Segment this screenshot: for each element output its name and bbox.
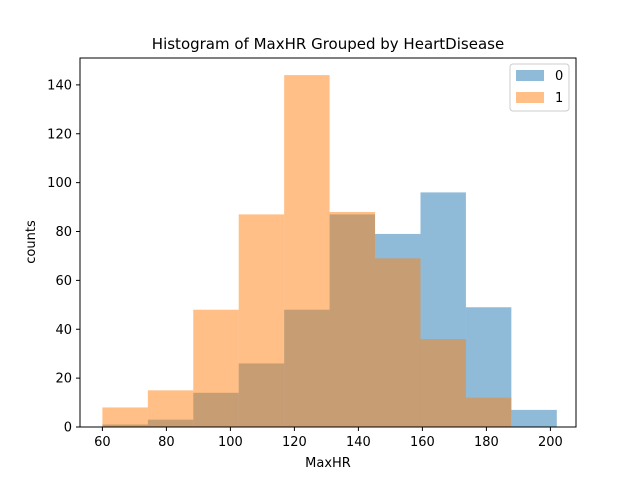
- legend-label-1: 1: [555, 91, 563, 106]
- y-tick-label: 40: [55, 323, 72, 338]
- legend-label-0: 0: [555, 69, 563, 84]
- bar-series-1-bin-4: [284, 75, 330, 427]
- legend-swatch-1: [516, 92, 544, 103]
- y-axis: 0 20 40 60 80 100 120 140: [47, 78, 80, 436]
- x-tick-label: 80: [158, 435, 175, 450]
- x-tick-label: 140: [346, 435, 371, 450]
- x-tick-label: 180: [474, 435, 499, 450]
- x-tick-label: 120: [282, 435, 307, 450]
- y-tick-label: 100: [47, 176, 72, 191]
- bar-series-1-bin-3: [238, 214, 285, 427]
- x-tick-label: 160: [410, 435, 435, 450]
- bar-series-1-bin-7: [420, 339, 466, 427]
- y-tick-label: 120: [47, 127, 72, 142]
- bars-group: [102, 75, 557, 427]
- bar-series-1-bin-0: [102, 407, 148, 427]
- y-tick-label: 140: [47, 78, 72, 93]
- bar-series-1-bin-6: [375, 258, 421, 427]
- bar-series-1-bin-5: [329, 211, 376, 427]
- y-tick-label: 20: [55, 372, 72, 387]
- y-tick-label: 80: [55, 225, 72, 240]
- x-tick-label: 200: [538, 435, 563, 450]
- x-axis-label: MaxHR: [305, 456, 351, 471]
- bar-series-1-bin-1: [147, 390, 194, 427]
- chart-title: Histogram of MaxHR Grouped by HeartDisea…: [152, 35, 504, 53]
- legend-swatch-0: [516, 70, 544, 81]
- legend: 01: [509, 63, 570, 112]
- x-tick-label: 60: [94, 435, 111, 450]
- bar-series-1-bin-2: [193, 309, 239, 427]
- plot-frame: [79, 57, 577, 428]
- x-axis: 60 80 100 120 140 160 180 200: [94, 427, 563, 450]
- bar-series-1-bin-8: [465, 397, 512, 427]
- y-tick-label: 60: [55, 274, 72, 289]
- y-tick-label: 0: [64, 421, 72, 436]
- x-tick-label: 100: [218, 435, 243, 450]
- y-axis-label: counts: [24, 220, 39, 264]
- bar-series-0-bin-9: [511, 409, 557, 427]
